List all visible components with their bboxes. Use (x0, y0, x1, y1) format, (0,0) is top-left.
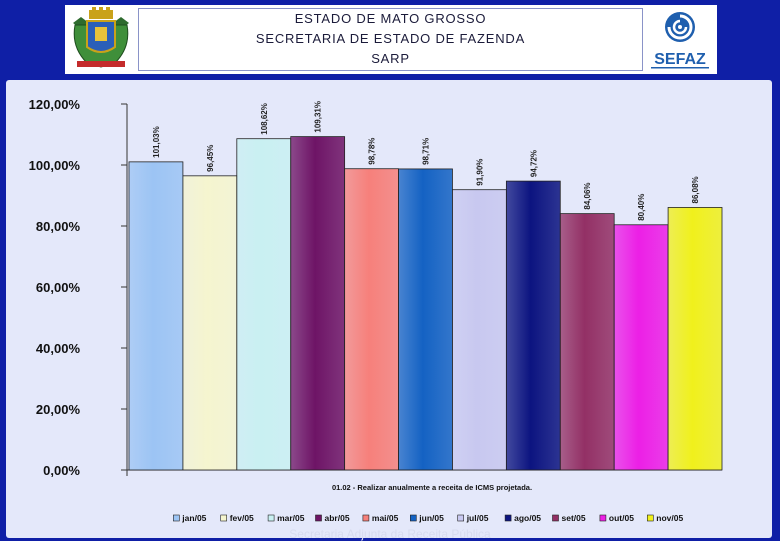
bar-nov-05 (667, 207, 723, 471)
legend-entry: fev/05 (230, 513, 254, 523)
legend-swatch (457, 514, 465, 522)
legend-entry: mar/05 (277, 513, 305, 523)
y-tick-label: 0,00% (43, 463, 80, 478)
bar-jun-05 (398, 168, 453, 471)
bar-fev-05 (182, 175, 238, 471)
bar-ago-05 (505, 180, 561, 471)
legend-swatch (173, 514, 180, 522)
legend-entry: mai/05 (372, 513, 399, 523)
legend-entry: jul/05 (466, 513, 489, 523)
y-tick-label: 80,00% (36, 219, 81, 234)
legend-swatch (599, 514, 607, 522)
data-label: 86,08% (691, 176, 700, 203)
legend-swatch (552, 514, 559, 522)
legend-entry: ago/05 (514, 513, 541, 523)
sefaz-logo-text: SEFAZ (654, 51, 706, 68)
footer-text: Secretaria Adjunta da Receita Pública (289, 527, 491, 541)
bar-mar-05 (236, 138, 292, 471)
bar-jul-05 (452, 189, 507, 471)
legend-swatch (646, 514, 654, 522)
data-label: 109,31% (314, 101, 323, 133)
y-tick-label: 120,00% (29, 97, 81, 112)
bar-mai-05 (344, 168, 399, 471)
legend-entry: abr/05 (325, 513, 350, 523)
legend-entry: nov/05 (656, 513, 683, 523)
legend-entry: jan/05 (181, 513, 206, 523)
bar-chart: 0,00% 20,00% 40,00% 60,00% 80,00% 100,00% 120,… (29, 97, 723, 523)
bar-set-05 (559, 213, 615, 471)
chart-bars (128, 136, 723, 471)
y-tick-label: 100,00% (29, 158, 81, 173)
chart-axes: 0,00% 20,00% 40,00% 60,00% 80,00% 100,00% 120,… (29, 97, 722, 478)
state-name: ESTADO DE MATO GROSSO (294, 11, 487, 26)
sefaz-logo: SEFAZ (651, 12, 709, 69)
bar-abr-05 (290, 136, 346, 471)
bar-jan-05 (128, 161, 184, 471)
chart-legend: jan/05 fev/05 mar/05 abr/05 mai/05 jun/05 jul/… (173, 513, 684, 523)
legend-entry: jun/05 (418, 513, 444, 523)
legend-swatch (409, 514, 417, 522)
bar-out-05 (613, 224, 669, 471)
chart-caption: 01.02 - Realizar anualmente a receita de… (332, 483, 532, 492)
data-label: 98,71% (422, 138, 431, 165)
y-tick-label: 60,00% (36, 280, 81, 295)
header-title-box: ESTADO DE MATO GROSSO SECRETARIA DE ESTA… (138, 8, 643, 71)
chart-panel: 0,00% 20,00% 40,00% 60,00% 80,00% 100,00% 120,… (6, 80, 772, 538)
secretariat-name: SECRETARIA DE ESTADO DE FAZENDA (255, 31, 526, 46)
legend-swatch (504, 514, 512, 522)
y-tick-label: 40,00% (36, 341, 81, 356)
legend-swatch (315, 514, 322, 522)
legend-swatch (220, 514, 227, 522)
legend-swatch (362, 514, 370, 522)
data-label: 98,78% (368, 138, 377, 165)
data-label: 91,90% (475, 159, 484, 186)
data-label: 84,06% (583, 182, 592, 209)
sefaz-swirl-icon (665, 12, 695, 42)
legend-swatch (267, 514, 275, 522)
header-banner: ESTADO DE MATO GROSSO SECRETARIA DE ESTA… (65, 5, 717, 74)
legend-entry: out/05 (609, 513, 634, 523)
data-label: 80,40% (637, 194, 646, 221)
department-name: SARP (371, 51, 410, 66)
data-label: 108,62% (260, 103, 269, 135)
legend-entry: set/05 (562, 513, 586, 523)
coat-of-arms-icon (73, 7, 129, 68)
chart-data-labels: 101,03% 96,45% 108,62% 109,31% 98,78% 98,71% 9… (152, 101, 700, 221)
y-tick-label: 20,00% (36, 402, 81, 417)
data-label: 94,72% (529, 150, 538, 177)
data-label: 101,03% (152, 126, 161, 158)
data-label: 96,45% (206, 145, 215, 172)
